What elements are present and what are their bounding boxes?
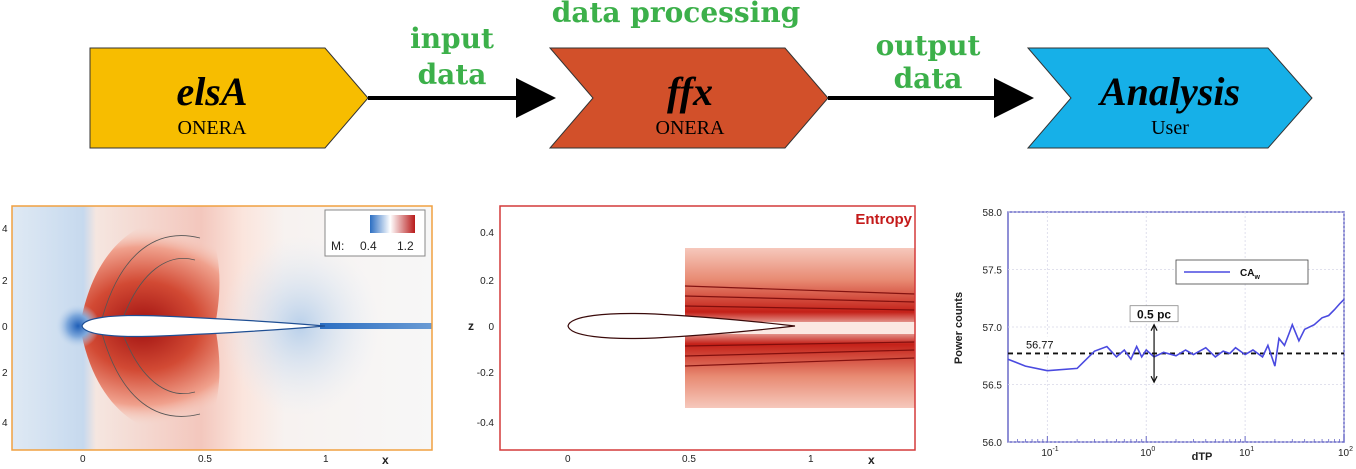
mach-legend-min: 0.4 (360, 239, 377, 253)
step-title-analysis: Analysis (1097, 69, 1240, 114)
entropy-y-tick: -0.4 (477, 418, 495, 429)
arrow2-label-line1: output (876, 29, 981, 62)
mach-y-tick: 4 (2, 418, 8, 429)
step-subtitle-analysis: User (1151, 117, 1189, 139)
mach-y-tick: 0 (2, 322, 8, 333)
chart-y-tick-label: 56.0 (983, 438, 1003, 449)
mach-x-tick: 1 (323, 454, 329, 465)
arrow1-label-line1: input (410, 22, 494, 55)
step-title-elsa: elsA (176, 69, 247, 114)
chart-y-tick-label: 56.5 (983, 381, 1003, 392)
power-counts-chart: 58.057.557.056.556.010-1 100 101 102dTPPowe… (953, 208, 1353, 463)
step-subtitle-elsa: ONERA (178, 117, 247, 139)
mach-y-tick: 4 (2, 224, 8, 235)
entropy-title: Entropy (855, 211, 912, 228)
chart-y-tick-label: 58.0 (983, 208, 1003, 219)
entropy-x-tick: 1 (808, 454, 814, 465)
chart-x-tick-exponent: -1 (1052, 446, 1058, 453)
chart-x-tick-label: 101 (1239, 446, 1254, 459)
chart-annotation-box (1129, 305, 1179, 323)
step-subtitle-ffx: ONERA (656, 117, 725, 139)
entropy-y-tick: 0 (488, 322, 494, 333)
chart-series-line (1007, 298, 1345, 372)
chart-annotation-arrowhead-up (1150, 323, 1158, 331)
chart-x-tick-label: 10-1 (1041, 446, 1058, 459)
chart-x-tick-exponent: 1 (1250, 446, 1254, 453)
mach-x-tick: 0.5 (198, 454, 212, 465)
pipeline-step-elsa: elsA ONERA (89, 47, 369, 149)
mach-colorbar-legend: M: 0.4 1.2 (324, 209, 426, 257)
mach-field-panel: M: 0.4 1.2 4 2 0 2 4 0 0.5 1 x (2, 205, 433, 467)
entropy-y-tick: -0.2 (477, 368, 495, 379)
chart-reference-label: 56.77 (1026, 339, 1054, 351)
mach-y-tick: 2 (2, 276, 8, 287)
chart-y-tick-label: 57.0 (983, 323, 1003, 334)
chart-x-tick-label: 100 (1140, 446, 1155, 459)
chart-x-tick-label: 102 (1338, 446, 1353, 459)
pipeline-step-ffx: ffx ONERA (548, 47, 829, 149)
entropy-x-tick: 0 (565, 454, 571, 465)
chart-legend-label-subscript: w (1253, 274, 1260, 281)
chart-reference-label-bg (1022, 336, 1064, 352)
chart-x-axis-label: dTP (1192, 451, 1213, 463)
mach-y-tick: 2 (2, 368, 8, 379)
chart-y-tick-label: 57.5 (983, 266, 1003, 277)
chart-x-tick-exponent: 2 (1349, 446, 1353, 453)
entropy-y-tick: 0.4 (480, 228, 494, 239)
entropy-x-label: x (868, 453, 875, 467)
entropy-y-tick: 0.2 (480, 276, 494, 287)
data-processing-label: data processing (552, 0, 801, 29)
mach-x-label: x (382, 453, 389, 467)
entropy-y-label: z (468, 319, 474, 333)
pipeline-diagram: elsA ONERA input data data processing ff… (89, 0, 1313, 149)
chart-y-axis-label: Power counts (953, 292, 965, 364)
chart-annotation-arrowhead-down (1150, 375, 1158, 384)
arrow1-label-line2: data (418, 58, 487, 91)
pipeline-step-analysis: Analysis User (1026, 47, 1313, 149)
step-title-ffx: ffx (667, 69, 713, 114)
entropy-field-panel: Entropy 0.4 0.2 0 -0.2 -0.4 z 0 0.5 1 x (468, 205, 916, 467)
chart-annotation-label: 0.5 pc (1137, 308, 1171, 322)
mach-x-tick: 0 (80, 454, 86, 465)
mach-legend-label: M: (331, 239, 344, 253)
arrow2-label-line2: data (894, 62, 963, 95)
mach-legend-max: 1.2 (397, 239, 414, 253)
entropy-x-tick: 0.5 (682, 454, 696, 465)
chart-x-tick-exponent: 0 (1151, 446, 1155, 453)
mach-colorbar (370, 215, 415, 233)
